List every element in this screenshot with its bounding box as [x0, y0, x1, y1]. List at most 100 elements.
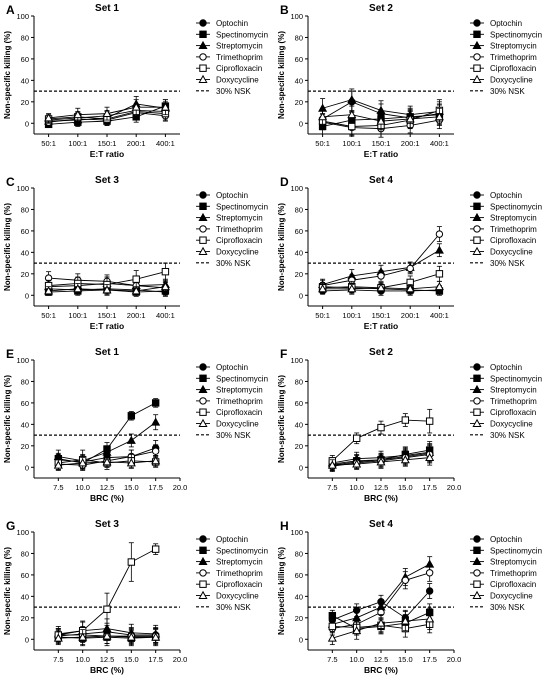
y-tick-label: 40 — [21, 592, 29, 601]
x-tick-label: 100:1 — [68, 311, 87, 320]
data-point — [401, 416, 410, 424]
legend-label: 30% NSK — [216, 603, 251, 612]
series-doxycycline — [53, 455, 161, 471]
legend-marker — [472, 418, 482, 427]
legend-label: Optochin — [216, 191, 248, 200]
y-tick-label: 40 — [21, 248, 29, 257]
data-point — [151, 456, 161, 465]
x-tick-label: 20.0 — [447, 483, 462, 492]
panel-letter: E — [6, 347, 14, 361]
y-tick-label: 40 — [21, 76, 29, 85]
x-tick-label: 12.5 — [100, 483, 115, 492]
data-point — [78, 632, 88, 641]
y-tick-label: 60 — [295, 55, 303, 64]
legend-marker — [473, 191, 481, 199]
legend-label: Optochin — [216, 535, 248, 544]
y-tick-label: 20 — [295, 270, 303, 279]
y-tick-label: 40 — [295, 592, 303, 601]
legend-label: Optochin — [216, 19, 248, 28]
y-tick-label: 60 — [21, 571, 29, 580]
legend-label: Streptomycin — [216, 386, 263, 395]
data-point — [347, 284, 357, 293]
legend-label: Streptomycin — [216, 214, 263, 223]
x-tick-label: 200:1 — [127, 311, 146, 320]
x-tick-label: 150:1 — [98, 139, 117, 148]
y-axis-label: Non-specific killing (%) — [277, 31, 286, 119]
data-point — [151, 417, 161, 426]
x-tick-label: 100:1 — [68, 139, 87, 148]
legend-marker — [472, 74, 482, 83]
chart-title: Set 1 — [95, 347, 119, 358]
data-point — [376, 618, 386, 627]
x-tick-label: 50:1 — [41, 139, 56, 148]
legend-marker — [198, 418, 208, 427]
data-point — [347, 94, 357, 104]
chart-panel-c: C Set 3 0 20 40 60 80 100 50:1 100:1 150:1 200:1 400… — [3, 175, 268, 331]
legend-label: Trimethoprim — [216, 397, 263, 406]
chart-title: Set 3 — [95, 519, 119, 530]
legend-marker — [199, 30, 207, 39]
y-tick-label: 100 — [290, 12, 303, 21]
legend-label: Ciprofloxacin — [216, 408, 262, 417]
legend-label: Doxycycline — [490, 76, 533, 85]
data-point — [405, 284, 415, 293]
legend-label: Doxycycline — [490, 592, 533, 601]
data-point — [352, 434, 361, 443]
data-point — [425, 569, 434, 577]
y-tick-label: 40 — [21, 420, 29, 429]
legend-label: Trimethoprim — [490, 225, 537, 234]
chart-title: Set 4 — [369, 175, 393, 186]
y-tick-label: 40 — [295, 248, 303, 257]
legend-marker — [473, 236, 481, 244]
legend-label: 30% NSK — [490, 431, 525, 440]
x-tick-label: 17.5 — [422, 483, 437, 492]
data-point — [78, 458, 88, 467]
y-tick-label: 0 — [25, 119, 29, 128]
x-axis-label: E:T ratio — [364, 321, 398, 331]
data-point — [376, 283, 386, 292]
data-point — [126, 458, 136, 467]
y-tick-label: 60 — [295, 571, 303, 580]
data-point — [102, 285, 112, 294]
y-tick-label: 60 — [21, 55, 29, 64]
x-tick-label: 12.5 — [374, 655, 389, 664]
legend-marker — [472, 246, 482, 255]
data-point — [73, 109, 83, 119]
y-tick-label: 80 — [21, 549, 29, 558]
legend-label: 30% NSK — [216, 87, 251, 96]
chart-panel-f: F Set 2 0 20 40 60 80 100 7.5 10.0 12.5 15.0 17.5 20.… — [277, 347, 542, 503]
x-tick-label: 15.0 — [398, 655, 413, 664]
panel-letter: C — [6, 175, 15, 189]
legend-label: Trimethoprim — [490, 53, 537, 62]
legend-marker — [198, 556, 208, 566]
legend-marker — [199, 225, 207, 233]
data-point — [131, 286, 141, 295]
data-point — [377, 272, 385, 280]
legend-label: Trimethoprim — [490, 397, 537, 406]
data-point — [377, 423, 385, 432]
x-tick-label: 7.5 — [53, 483, 63, 492]
chart-title: Set 2 — [369, 347, 393, 358]
chart-title: Set 4 — [369, 519, 393, 530]
x-tick-label: 10.0 — [349, 655, 364, 664]
panel-letter: D — [280, 175, 289, 189]
chart-panel-e: E Set 1 0 20 40 60 80 100 7.5 10.0 12.5 15.0 17.5 20.… — [3, 347, 268, 503]
legend: Optochin Spectinomycin Streptomycin Trimeth… — [196, 535, 268, 612]
legend-marker — [199, 374, 207, 383]
data-point — [327, 460, 337, 469]
data-point — [352, 459, 362, 468]
data-point — [425, 587, 434, 595]
y-tick-label: 20 — [21, 270, 29, 279]
legend-marker — [199, 363, 207, 371]
x-axis-label: BRC (%) — [364, 493, 398, 503]
x-tick-label: 150:1 — [372, 311, 391, 320]
legend-label: 30% NSK — [490, 87, 525, 96]
legend: Optochin Spectinomycin Streptomycin Trimeth… — [470, 363, 542, 440]
legend-marker — [473, 202, 481, 211]
data-point — [347, 109, 357, 119]
data-point — [400, 616, 410, 625]
chart-panel-h: H Set 4 0 20 40 60 80 100 7.5 10.0 12.5 15.0 17.5 20.… — [277, 519, 542, 675]
y-tick-label: 40 — [295, 76, 303, 85]
legend-label: Ciprofloxacin — [216, 64, 262, 73]
legend-label: Optochin — [490, 191, 522, 200]
